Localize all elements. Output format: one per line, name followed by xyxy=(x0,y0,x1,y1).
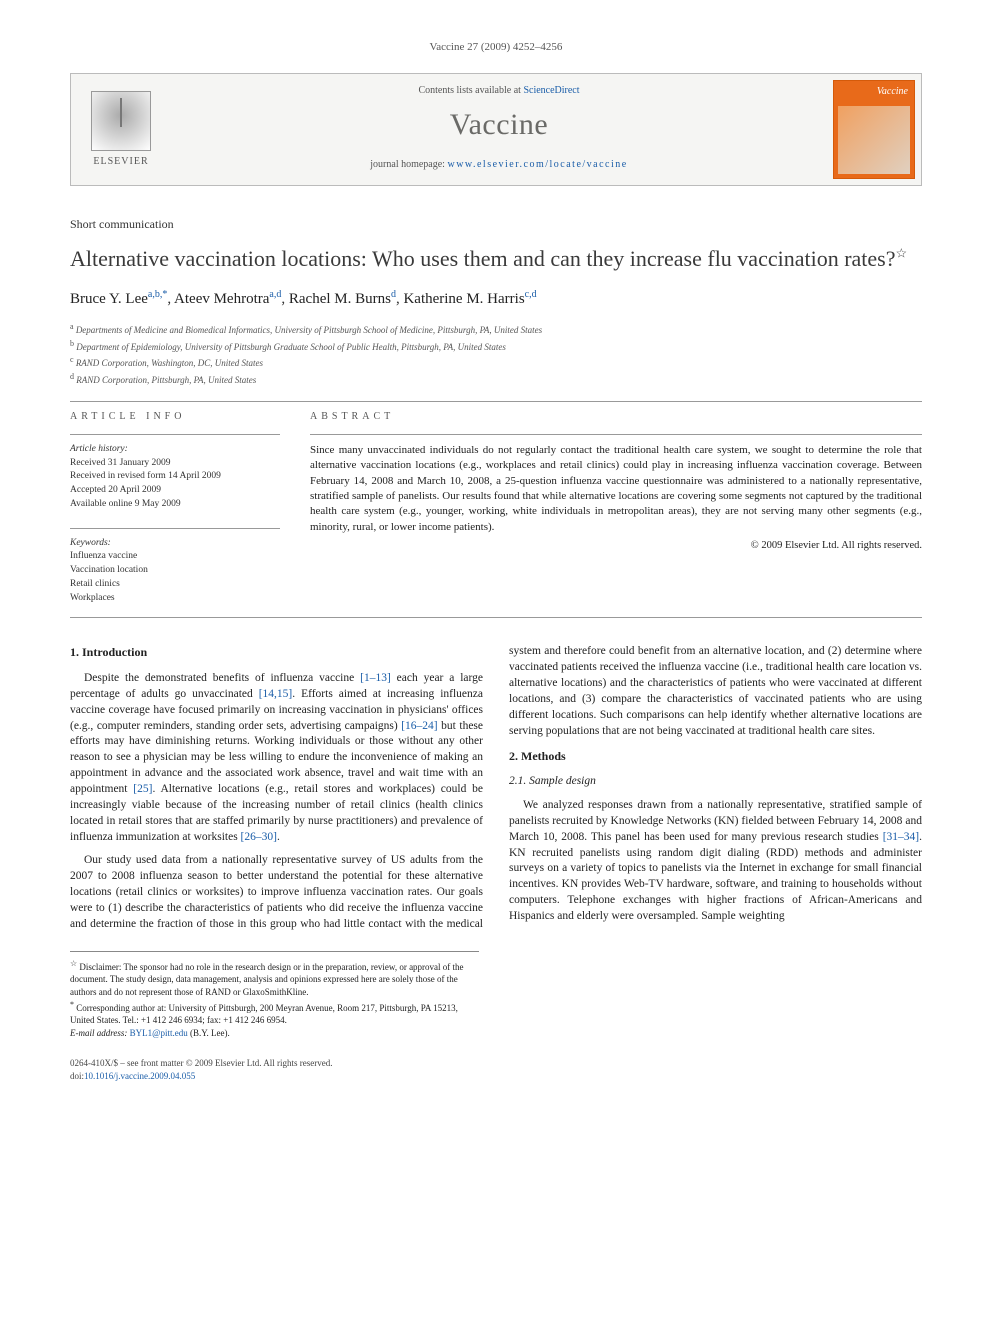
footnote-text: Corresponding author at: University of P… xyxy=(70,1003,458,1026)
keywords-block: Keywords: Influenza vaccine Vaccination … xyxy=(70,537,280,606)
article-title: Alternative vaccination locations: Who u… xyxy=(70,245,922,273)
citation-link[interactable]: [16–24] xyxy=(401,720,437,732)
keyword-item: Vaccination location xyxy=(70,564,280,578)
rule xyxy=(70,528,280,529)
body-paragraph: We analyzed responses drawn from a natio… xyxy=(509,798,922,925)
article-history: Article history: Received 31 January 200… xyxy=(70,443,280,512)
corresponding-mark: * xyxy=(162,289,167,300)
keyword-item: Influenza vaccine xyxy=(70,550,280,564)
body-paragraph: Despite the demonstrated benefits of inf… xyxy=(70,671,483,845)
citation-link[interactable]: [31–34] xyxy=(883,831,919,843)
doi-label: doi: xyxy=(70,1071,84,1081)
author-list: Bruce Y. Leea,b,*, Ateev Mehrotraa,d, Ra… xyxy=(70,288,922,309)
page-footer: 0264-410X/$ – see front matter © 2009 El… xyxy=(70,1057,922,1082)
author-name: Katherine M. Harris xyxy=(403,291,524,307)
history-item: Received 31 January 2009 xyxy=(70,457,280,471)
article-info-column: article info Article history: Received 3… xyxy=(70,410,280,605)
email-link[interactable]: BYL1@pitt.edu xyxy=(130,1028,188,1038)
journal-name: Vaccine xyxy=(181,105,817,146)
affiliation-item: a Departments of Medicine and Biomedical… xyxy=(70,321,922,338)
article-info-label: article info xyxy=(70,410,280,424)
affiliation-sup: a xyxy=(70,322,74,331)
email-label: E-mail address: xyxy=(70,1028,130,1038)
abstract-copyright: © 2009 Elsevier Ltd. All rights reserved… xyxy=(310,539,922,553)
title-footnote-mark: ☆ xyxy=(896,245,908,260)
citation-link[interactable]: [1–13] xyxy=(360,672,391,684)
affiliation-text: Department of Epidemiology, University o… xyxy=(76,342,506,352)
keywords-label: Keywords: xyxy=(70,537,280,551)
affiliation-item: d RAND Corporation, Pittsburgh, PA, Unit… xyxy=(70,371,922,388)
footnotes: ☆ Disclaimer: The sponsor had no role in… xyxy=(70,951,479,1040)
affiliation-sup: d xyxy=(70,372,74,381)
author-affiliation-mark: a,d xyxy=(269,289,281,300)
history-item: Available online 9 May 2009 xyxy=(70,498,280,512)
abstract-label: abstract xyxy=(310,410,922,424)
journal-banner: ELSEVIER Contents lists available at Sci… xyxy=(70,73,922,187)
publisher-logo: ELSEVIER xyxy=(71,74,171,186)
affiliation-list: a Departments of Medicine and Biomedical… xyxy=(70,321,922,387)
affiliation-text: RAND Corporation, Pittsburgh, PA, United… xyxy=(76,375,256,385)
author-name: Bruce Y. Lee xyxy=(70,291,148,307)
affiliation-text: Departments of Medicine and Biomedical I… xyxy=(76,325,542,335)
history-item: Received in revised form 14 April 2009 xyxy=(70,470,280,484)
keyword-item: Workplaces xyxy=(70,592,280,606)
footnote-text: Disclaimer: The sponsor had no role in t… xyxy=(70,962,464,997)
availability-line: Contents lists available at ScienceDirec… xyxy=(181,84,817,98)
subsection-heading: 2.1. Sample design xyxy=(509,774,922,790)
footnote-corresponding: * Corresponding author at: University of… xyxy=(70,999,479,1027)
history-label: Article history: xyxy=(70,443,280,457)
email-suffix: (B.Y. Lee). xyxy=(188,1028,230,1038)
section-heading: 1. Introduction xyxy=(70,644,483,661)
running-header: Vaccine 27 (2009) 4252–4256 xyxy=(70,40,922,55)
footnote-disclaimer: ☆ Disclaimer: The sponsor had no role in… xyxy=(70,958,479,999)
rule xyxy=(70,434,280,435)
citation-link[interactable]: [14,15] xyxy=(259,688,293,700)
publisher-name: ELSEVIER xyxy=(93,155,148,169)
affiliation-text: RAND Corporation, Washington, DC, United… xyxy=(76,358,263,368)
affiliation-sup: c xyxy=(70,355,74,364)
elsevier-tree-icon xyxy=(91,91,151,151)
history-item: Accepted 20 April 2009 xyxy=(70,484,280,498)
author-affiliation-mark: c,d xyxy=(525,289,537,300)
cover-title: Vaccine xyxy=(834,81,914,103)
citation-link[interactable]: [25] xyxy=(133,783,152,795)
author-affiliation-mark: d xyxy=(391,289,396,300)
homepage-line: journal homepage: www.elsevier.com/locat… xyxy=(181,158,817,172)
journal-banner-center: Contents lists available at ScienceDirec… xyxy=(171,74,827,186)
info-abstract-row: article info Article history: Received 3… xyxy=(70,410,922,605)
homepage-prefix: journal homepage: xyxy=(370,159,447,170)
rule xyxy=(70,617,922,618)
title-text: Alternative vaccination locations: Who u… xyxy=(70,246,896,271)
footer-copyright: 0264-410X/$ – see front matter © 2009 El… xyxy=(70,1057,922,1070)
affiliation-item: b Department of Epidemiology, University… xyxy=(70,338,922,355)
keyword-item: Retail clinics xyxy=(70,578,280,592)
sciencedirect-link[interactable]: ScienceDirect xyxy=(523,85,579,96)
abstract-text: Since many unvaccinated individuals do n… xyxy=(310,443,922,535)
abstract-column: abstract Since many unvaccinated individ… xyxy=(310,410,922,605)
author-name: Ateev Mehrotra xyxy=(174,291,269,307)
affiliation-sup: b xyxy=(70,339,74,348)
body-text: . xyxy=(277,831,280,843)
author-affiliation-mark: a,b, xyxy=(148,289,162,300)
affiliation-item: c RAND Corporation, Washington, DC, Unit… xyxy=(70,354,922,371)
citation-link[interactable]: [26–30] xyxy=(241,831,277,843)
body-text: We analyzed responses drawn from a natio… xyxy=(509,799,922,843)
footer-doi: doi:10.1016/j.vaccine.2009.04.055 xyxy=(70,1070,922,1083)
section-heading: 2. Methods xyxy=(509,748,922,765)
journal-cover-thumb: Vaccine xyxy=(833,80,915,180)
body-text: . KN recruited panelists using random di… xyxy=(509,831,922,922)
availability-prefix: Contents lists available at xyxy=(418,85,523,96)
rule xyxy=(70,401,922,402)
body-columns: 1. Introduction Despite the demonstrated… xyxy=(70,644,922,932)
article-type: Short communication xyxy=(70,216,922,232)
rule xyxy=(310,434,922,435)
homepage-link[interactable]: www.elsevier.com/locate/vaccine xyxy=(447,159,627,170)
author-name: Rachel M. Burns xyxy=(289,291,391,307)
cover-image xyxy=(838,106,910,174)
doi-link[interactable]: 10.1016/j.vaccine.2009.04.055 xyxy=(84,1071,195,1081)
body-text: Despite the demonstrated benefits of inf… xyxy=(84,672,360,684)
footnote-email: E-mail address: BYL1@pitt.edu (B.Y. Lee)… xyxy=(70,1027,479,1040)
